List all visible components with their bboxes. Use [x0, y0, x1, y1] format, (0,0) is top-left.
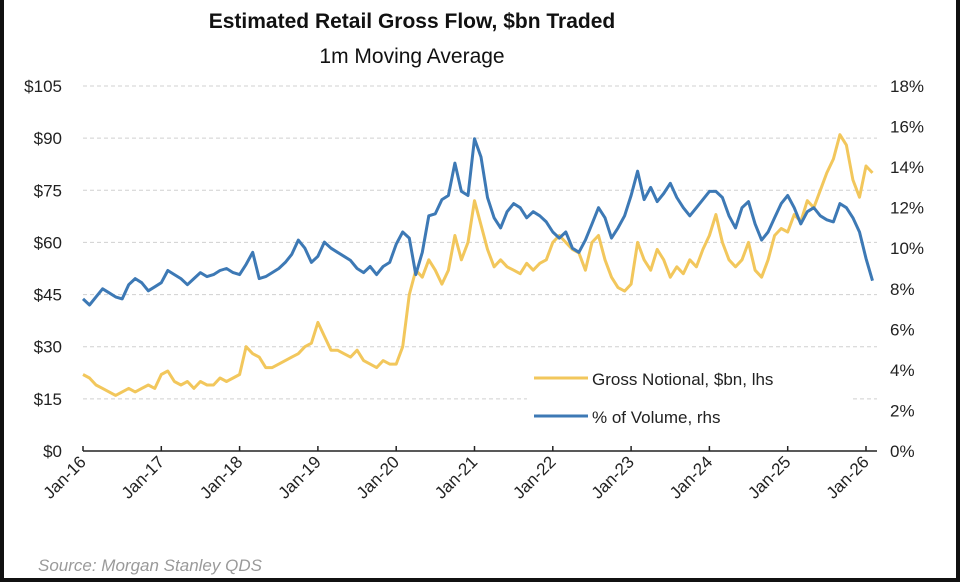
legend-label-pct-volume: % of Volume, rhs	[592, 408, 721, 427]
y-right-tick-label: 0%	[890, 442, 915, 461]
y-left-tick-label: $15	[34, 390, 62, 409]
y-left-tick-label: $0	[43, 442, 62, 461]
y-right-tick-label: 14%	[890, 158, 924, 177]
y-right-tick-label: 8%	[890, 280, 915, 299]
x-tick-label: Jan-17	[118, 452, 168, 502]
y-left-tick-label: $75	[34, 181, 62, 200]
y-right-tick-label: 16%	[890, 118, 924, 137]
chart-title: Estimated Retail Gross Flow, $bn Traded	[209, 10, 616, 33]
y-right-tick-label: 6%	[890, 320, 915, 339]
legend: Gross Notional, $bn, lhs % of Volume, rh…	[527, 355, 852, 435]
source-note: Source: Morgan Stanley QDS	[38, 556, 263, 575]
y-left-tick-label: $105	[24, 77, 62, 96]
y-left-tick-label: $30	[34, 338, 62, 357]
x-tick-label: Jan-22	[509, 452, 559, 502]
series-line-pct-volume	[81, 137, 874, 307]
series-line-gross-notional	[82, 133, 874, 397]
y-right-tick-label: 2%	[890, 401, 915, 420]
y-right-tick-label: 18%	[890, 77, 924, 96]
chart-frame	[4, 0, 956, 578]
y-right-tick-label: 10%	[890, 239, 924, 258]
x-tick-label: Jan-25	[744, 452, 794, 502]
x-tick-label: Jan-26	[823, 452, 873, 502]
y-left-tick-label: $45	[34, 286, 62, 305]
y-left-tick-label: $90	[34, 129, 62, 148]
x-tick-label: Jan-19	[275, 452, 325, 502]
y-right-tick-label: 12%	[890, 199, 924, 218]
y-right-tick-label: 4%	[890, 361, 915, 380]
chart-subtitle: 1m Moving Average	[319, 45, 504, 68]
legend-label-gross-notional: Gross Notional, $bn, lhs	[592, 370, 773, 389]
x-tick-label: Jan-18	[196, 452, 246, 502]
y-left-tick-label: $60	[34, 233, 62, 252]
x-tick-label: Jan-20	[353, 452, 403, 502]
x-tick-label: Jan-24	[666, 452, 716, 502]
x-tick-label: Jan-21	[431, 452, 481, 502]
x-tick-label: Jan-23	[588, 452, 638, 502]
